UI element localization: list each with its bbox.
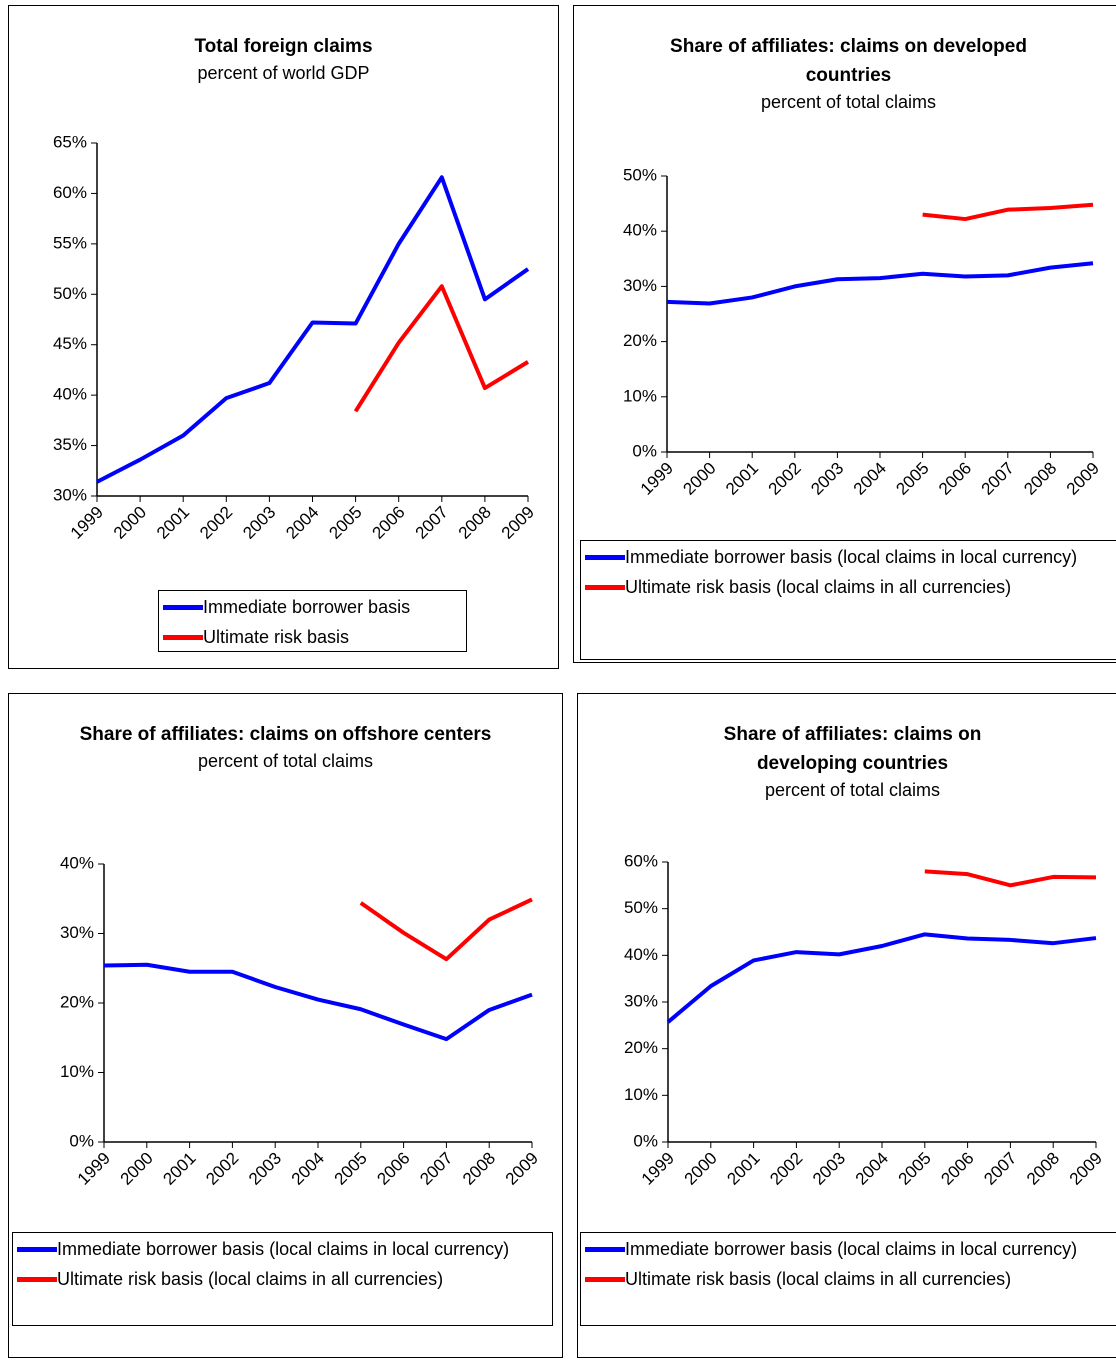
series-line	[96, 175, 530, 484]
chart-subtitle: percent of world GDP	[197, 63, 370, 83]
legend-swatch	[585, 555, 625, 560]
y-tick-label: 30%	[53, 485, 87, 504]
legend-entry: Immediate borrower basis	[163, 595, 462, 619]
y-tick-label: 0%	[69, 1131, 94, 1150]
legend-swatch	[163, 605, 203, 610]
y-tick-label: 60%	[53, 183, 87, 202]
y-tick-label: 65%	[53, 132, 87, 151]
panel-frame	[577, 693, 1116, 1358]
legend-label: Immediate borrower basis	[203, 597, 411, 617]
series-line	[359, 897, 533, 962]
y-tick-label: 30%	[624, 991, 658, 1010]
y-tick-label: 40%	[53, 385, 87, 404]
legend: Immediate borrower basis (local claims i…	[580, 1232, 1116, 1326]
y-tick-label: 45%	[53, 334, 87, 353]
y-tick-label: 50%	[624, 898, 658, 917]
y-tick-label: 30%	[60, 923, 94, 942]
y-tick-label: 40%	[60, 853, 94, 872]
y-tick-label: 40%	[623, 221, 657, 240]
y-tick-label: 10%	[60, 1062, 94, 1081]
legend-entry: Ultimate risk basis (local claims in all…	[585, 1267, 1116, 1291]
chart-title: Total foreign claims	[194, 36, 373, 57]
chart-subtitle: percent of total claims	[764, 780, 941, 800]
legend-entry: Ultimate risk basis	[163, 625, 462, 649]
y-tick-label: 60%	[624, 851, 658, 870]
legend-label: Immediate borrower basis (local claims i…	[57, 1239, 510, 1259]
y-tick-label: 55%	[53, 233, 87, 252]
title-block: Share of affiliates: claims on offshore …	[76, 720, 496, 773]
series-line	[103, 962, 533, 1042]
y-tick-label: 20%	[623, 331, 657, 350]
legend-entry: Immediate borrower basis (local claims i…	[17, 1237, 548, 1261]
legend-entry: Immediate borrower basis (local claims i…	[585, 1237, 1116, 1261]
legend: Immediate borrower basis (local claims i…	[580, 540, 1116, 660]
series-line	[666, 261, 1094, 306]
series-line	[922, 202, 1094, 222]
series-line	[666, 932, 1097, 1024]
legend-label: Ultimate risk basis	[203, 627, 350, 647]
legend-label: Ultimate risk basis (local claims in all…	[625, 1269, 1012, 1289]
legend-label: Ultimate risk basis (local claims in all…	[625, 577, 1012, 597]
y-tick-label: 20%	[60, 992, 94, 1011]
chart-title: Share of affiliates: claims on developin…	[723, 724, 982, 774]
panel-frame	[573, 5, 1116, 663]
series-line	[353, 284, 530, 413]
title-block: Share of affiliates: claims on developed…	[629, 32, 1069, 114]
series-line	[924, 869, 1097, 888]
y-tick-label: 50%	[53, 284, 87, 303]
chart-title: Share of affiliates: claims on developed…	[670, 36, 1027, 86]
legend-label: Ultimate risk basis (local claims in all…	[57, 1269, 444, 1289]
legend-swatch	[585, 1277, 625, 1282]
y-tick-label: 0%	[632, 441, 657, 460]
y-tick-label: 35%	[53, 435, 87, 454]
legend: Immediate borrower basis (local claims i…	[12, 1232, 553, 1326]
panel-frame	[8, 5, 559, 669]
y-tick-label: 30%	[623, 276, 657, 295]
y-tick-label: 20%	[624, 1038, 658, 1057]
chart-subtitle: percent of total claims	[197, 751, 374, 771]
legend-swatch	[17, 1277, 57, 1282]
y-tick-label: 10%	[624, 1085, 658, 1104]
title-block: Total foreign claims percent of world GDP	[119, 32, 449, 85]
legend-label: Immediate borrower basis (local claims i…	[625, 1239, 1078, 1259]
legend-swatch	[585, 1247, 625, 1252]
y-tick-label: 0%	[633, 1131, 658, 1150]
legend-entry: Ultimate risk basis (local claims in all…	[585, 575, 1116, 599]
legend-swatch	[17, 1247, 57, 1252]
legend-entry: Immediate borrower basis (local claims i…	[585, 545, 1116, 569]
chart-subtitle: percent of total claims	[760, 92, 937, 112]
chart-title: Share of affiliates: claims on offshore …	[79, 724, 492, 745]
legend: Immediate borrower basis Ultimate risk ba…	[158, 590, 467, 652]
legend-swatch	[163, 635, 203, 640]
y-tick-label: 10%	[623, 386, 657, 405]
legend-label: Immediate borrower basis (local claims i…	[625, 547, 1078, 567]
legend-entry: Ultimate risk basis (local claims in all…	[17, 1267, 548, 1291]
legend-swatch	[585, 585, 625, 590]
y-tick-label: 40%	[624, 945, 658, 964]
y-tick-label: 50%	[623, 165, 657, 184]
title-block: Share of affiliates: claims on developin…	[688, 720, 1018, 802]
panel-frame	[8, 693, 563, 1358]
